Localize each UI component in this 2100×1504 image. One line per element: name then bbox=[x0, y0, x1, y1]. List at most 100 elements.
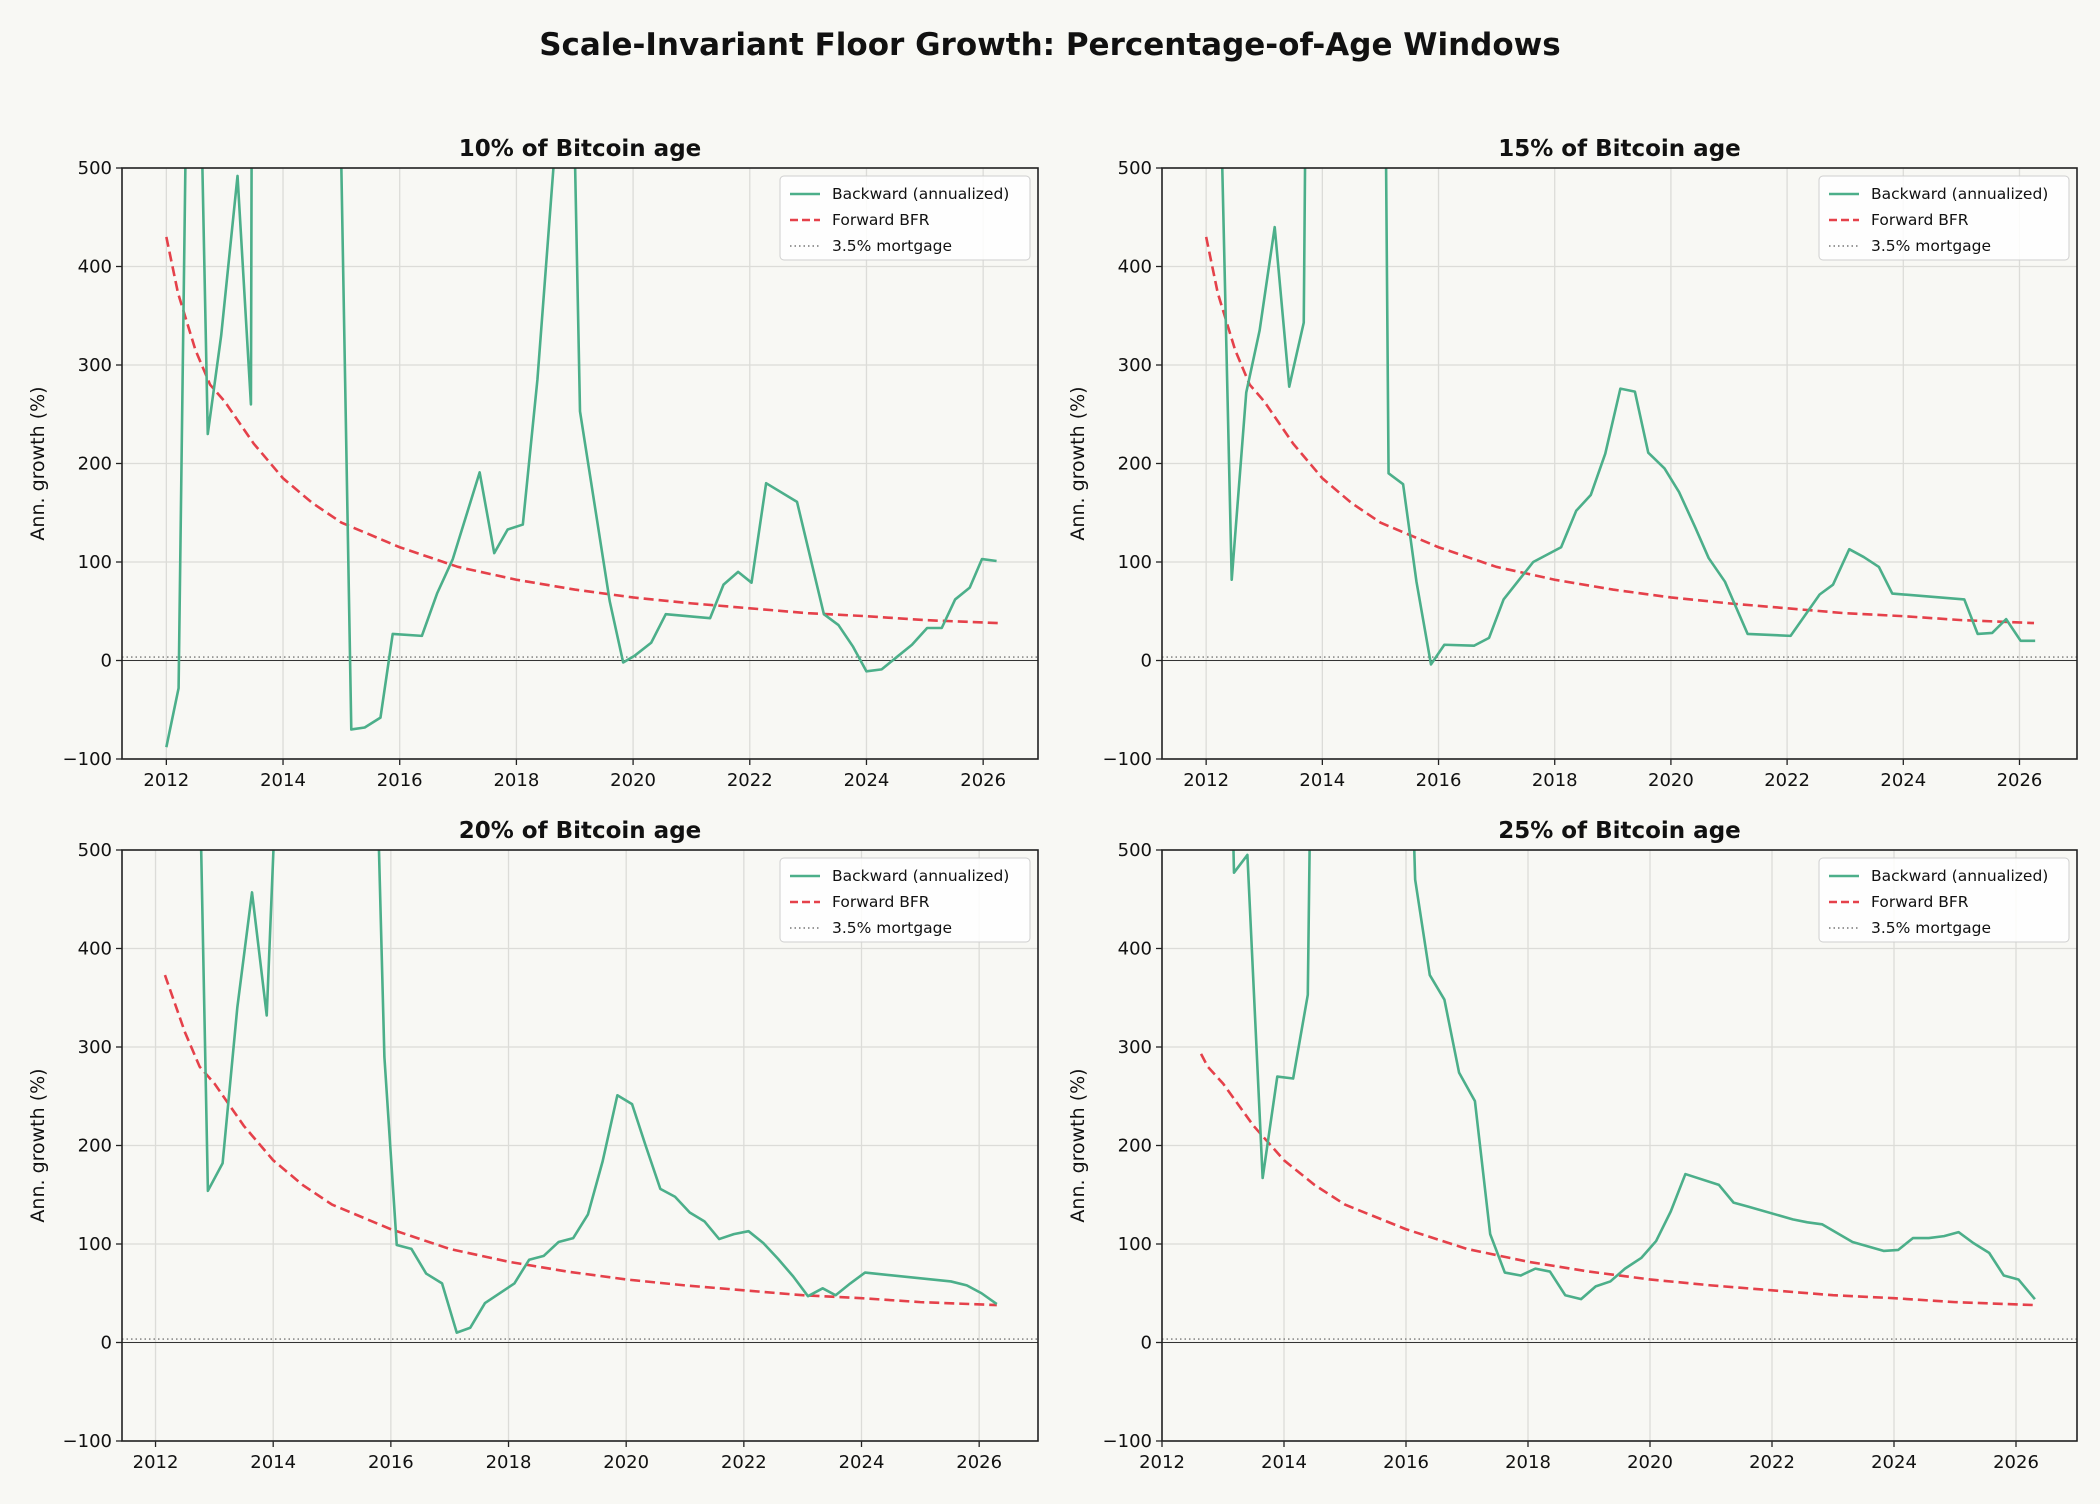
legend-box bbox=[779, 175, 1031, 261]
legend-label-forward: Forward BFR bbox=[1871, 893, 1969, 911]
legend-label-backward: Backward (annualized) bbox=[1871, 867, 2048, 885]
x-tick-label: 2016 bbox=[377, 770, 423, 791]
legend-label-backward: Backward (annualized) bbox=[832, 185, 1009, 203]
forward-bfr-line bbox=[1204, 236, 2035, 625]
x-tick-label: 2012 bbox=[1139, 1452, 1185, 1473]
x-tick-label: 2016 bbox=[1416, 770, 1462, 791]
y-tick-label: 500 bbox=[78, 158, 112, 179]
backward-line bbox=[1232, 850, 2036, 1301]
subplot-title: 20% of Bitcoin age bbox=[459, 818, 702, 844]
legend-label-mortgage: 3.5% mortgage bbox=[832, 919, 952, 937]
x-tick-label: 2018 bbox=[493, 770, 539, 791]
x-tick-label: 2016 bbox=[1383, 1452, 1429, 1473]
forward-bfr-line bbox=[163, 974, 997, 1307]
legend-label-forward: Forward BFR bbox=[832, 893, 930, 911]
legend-box bbox=[1818, 857, 2070, 943]
y-tick-label: 400 bbox=[1118, 939, 1152, 960]
legend-label-backward: Backward (annualized) bbox=[832, 867, 1009, 885]
y-tick-label: 400 bbox=[1118, 257, 1152, 278]
x-tick-label: 2026 bbox=[1993, 1452, 2039, 1473]
y-axis-label: Ann. growth (%) bbox=[27, 386, 49, 540]
legend-label-mortgage: 3.5% mortgage bbox=[1871, 919, 1991, 937]
x-tick-label: 2026 bbox=[956, 1452, 1002, 1473]
subplot-2: 2012 2014 2016 2018 2020 2022 2024 2026 −100 0 100… bbox=[1067, 136, 2078, 791]
y-tick-label: −100 bbox=[1103, 1431, 1152, 1452]
legend: Backward (annualized) Forward BFR 3.5% mor… bbox=[779, 857, 1031, 943]
y-tick-label: 300 bbox=[1118, 355, 1152, 376]
y-axis-label: Ann. growth (%) bbox=[27, 1068, 49, 1222]
x-tick-label: 2018 bbox=[1505, 1452, 1551, 1473]
x-tick-label: 2014 bbox=[1261, 1452, 1307, 1473]
x-tick-label: 2024 bbox=[1871, 1452, 1917, 1473]
figure-title: Scale-Invariant Floor Growth: Percentage… bbox=[539, 27, 1561, 63]
axes-frame bbox=[121, 849, 1039, 1442]
x-tick-label: 2014 bbox=[1299, 770, 1345, 791]
legend-label-forward: Forward BFR bbox=[1871, 211, 1969, 229]
y-tick-label: 100 bbox=[1118, 552, 1152, 573]
x-tick-label: 2024 bbox=[844, 770, 890, 791]
y-tick-label: 200 bbox=[78, 1136, 112, 1157]
subplot-1: 2012 2014 2016 2018 2020 2022 2024 2026 −100 0 100… bbox=[27, 136, 1039, 791]
y-tick-label: 400 bbox=[78, 257, 112, 278]
x-tick-label: 2012 bbox=[133, 1452, 179, 1473]
forward-bfr-line bbox=[1199, 1053, 2035, 1307]
legend-box bbox=[1818, 175, 2070, 261]
y-tick-label: −100 bbox=[1103, 749, 1152, 770]
axes-frame bbox=[121, 167, 1039, 760]
backward-line bbox=[199, 850, 998, 1334]
axes-frame bbox=[1161, 849, 2078, 1442]
y-tick-label: 200 bbox=[78, 454, 112, 475]
y-tick-label: −100 bbox=[63, 1431, 112, 1452]
x-tick-label: 2014 bbox=[250, 1452, 296, 1473]
x-tick-label: 2024 bbox=[1880, 770, 1926, 791]
series-group bbox=[165, 168, 998, 748]
x-tick-label: 2020 bbox=[610, 770, 656, 791]
y-tick-label: 500 bbox=[1118, 158, 1152, 179]
y-tick-label: 200 bbox=[1118, 454, 1152, 475]
subplot-title: 10% of Bitcoin age bbox=[459, 136, 702, 162]
x-tick-label: 2018 bbox=[486, 1452, 532, 1473]
y-tick-label: 0 bbox=[1141, 651, 1152, 672]
subplot-title: 15% of Bitcoin age bbox=[1498, 136, 1741, 162]
backward-line bbox=[1220, 168, 2036, 666]
y-tick-label: 300 bbox=[78, 355, 112, 376]
y-tick-label: 500 bbox=[78, 840, 112, 861]
axes-frame bbox=[1161, 167, 2078, 760]
y-tick-label: 0 bbox=[101, 651, 112, 672]
x-tick-label: 2022 bbox=[1749, 1452, 1795, 1473]
x-tick-label: 2022 bbox=[727, 770, 773, 791]
y-tick-label: 0 bbox=[1141, 1333, 1152, 1354]
backward-line bbox=[165, 168, 997, 748]
y-tick-label: 100 bbox=[1118, 1234, 1152, 1255]
y-axis-label: Ann. growth (%) bbox=[1067, 386, 1089, 540]
y-tick-label: 400 bbox=[78, 939, 112, 960]
series-group bbox=[1199, 850, 2036, 1307]
subplot-4: 2012 2014 2016 2018 2020 2022 2024 2026 −100 0 100… bbox=[1067, 818, 2078, 1473]
x-tick-label: 2020 bbox=[1648, 770, 1694, 791]
legend: Backward (annualized) Forward BFR 3.5% mor… bbox=[779, 175, 1031, 261]
x-tick-label: 2026 bbox=[1997, 770, 2043, 791]
x-tick-label: 2022 bbox=[721, 1452, 767, 1473]
legend-label-mortgage: 3.5% mortgage bbox=[1871, 237, 1991, 255]
y-tick-label: −100 bbox=[63, 749, 112, 770]
y-tick-label: 100 bbox=[78, 552, 112, 573]
y-tick-label: 300 bbox=[78, 1037, 112, 1058]
series-group bbox=[1204, 168, 2036, 666]
x-tick-label: 2012 bbox=[1183, 770, 1229, 791]
x-tick-label: 2022 bbox=[1764, 770, 1810, 791]
x-tick-label: 2018 bbox=[1532, 770, 1578, 791]
legend: Backward (annualized) Forward BFR 3.5% mor… bbox=[1818, 175, 2070, 261]
y-axis-label: Ann. growth (%) bbox=[1067, 1068, 1089, 1222]
legend: Backward (annualized) Forward BFR 3.5% mor… bbox=[1818, 857, 2070, 943]
x-tick-label: 2024 bbox=[839, 1452, 885, 1473]
y-tick-label: 0 bbox=[101, 1333, 112, 1354]
x-tick-label: 2014 bbox=[260, 770, 306, 791]
legend-box bbox=[779, 857, 1031, 943]
x-tick-label: 2020 bbox=[603, 1452, 649, 1473]
y-tick-label: 300 bbox=[1118, 1037, 1152, 1058]
subplot-title: 25% of Bitcoin age bbox=[1498, 818, 1741, 844]
x-tick-label: 2020 bbox=[1627, 1452, 1673, 1473]
legend-label-forward: Forward BFR bbox=[832, 211, 930, 229]
x-tick-label: 2012 bbox=[143, 770, 189, 791]
